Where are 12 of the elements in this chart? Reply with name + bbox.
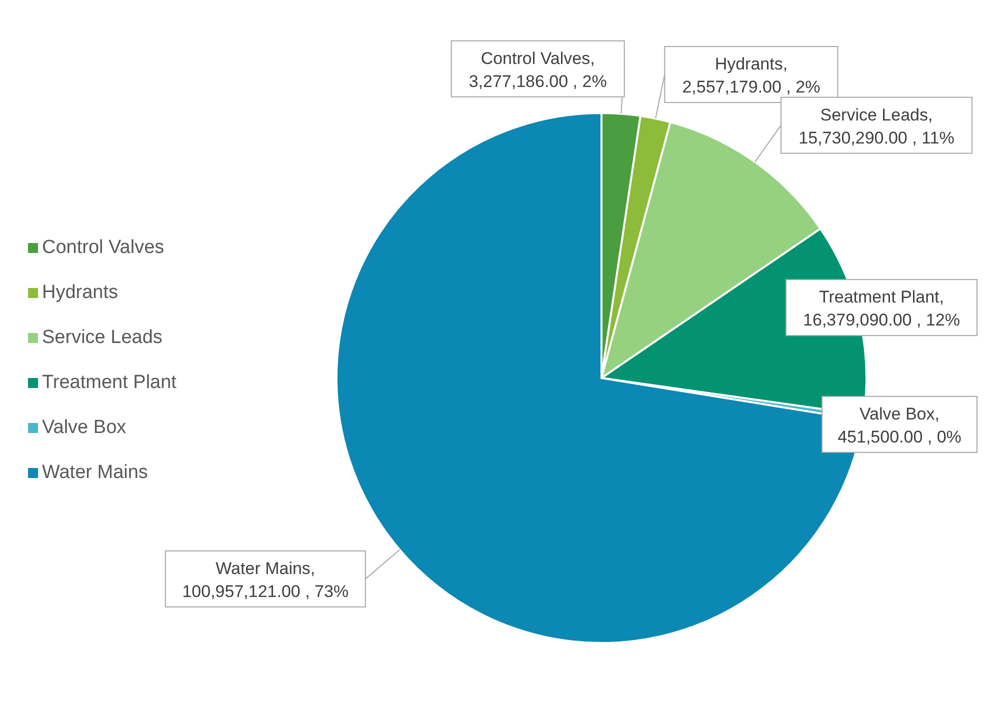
data-label: Valve Box, 451,500.00 , 0% bbox=[838, 404, 962, 446]
data-label: Hydrants, 2,557,179.00 , 2% bbox=[682, 54, 820, 97]
data-label: Control Valves, 3,277,186.00 , 2% bbox=[468, 48, 607, 91]
legend-label: Hydrants bbox=[42, 282, 118, 303]
data-label: Water Mains, 100,957,121.00 , 73% bbox=[182, 558, 349, 601]
data-label: Treatment Plant, 16,379,090.00 , 12% bbox=[803, 288, 960, 330]
legend-label: Valve Box bbox=[42, 417, 126, 438]
legend-label: Water Mains bbox=[42, 462, 148, 483]
legend-label: Control Valves bbox=[42, 237, 164, 258]
legend-label: Service Leads bbox=[42, 327, 162, 348]
data-label: Service Leads, 15,730,290.00 , 11% bbox=[798, 105, 954, 148]
legend-label: Treatment Plant bbox=[42, 372, 176, 393]
